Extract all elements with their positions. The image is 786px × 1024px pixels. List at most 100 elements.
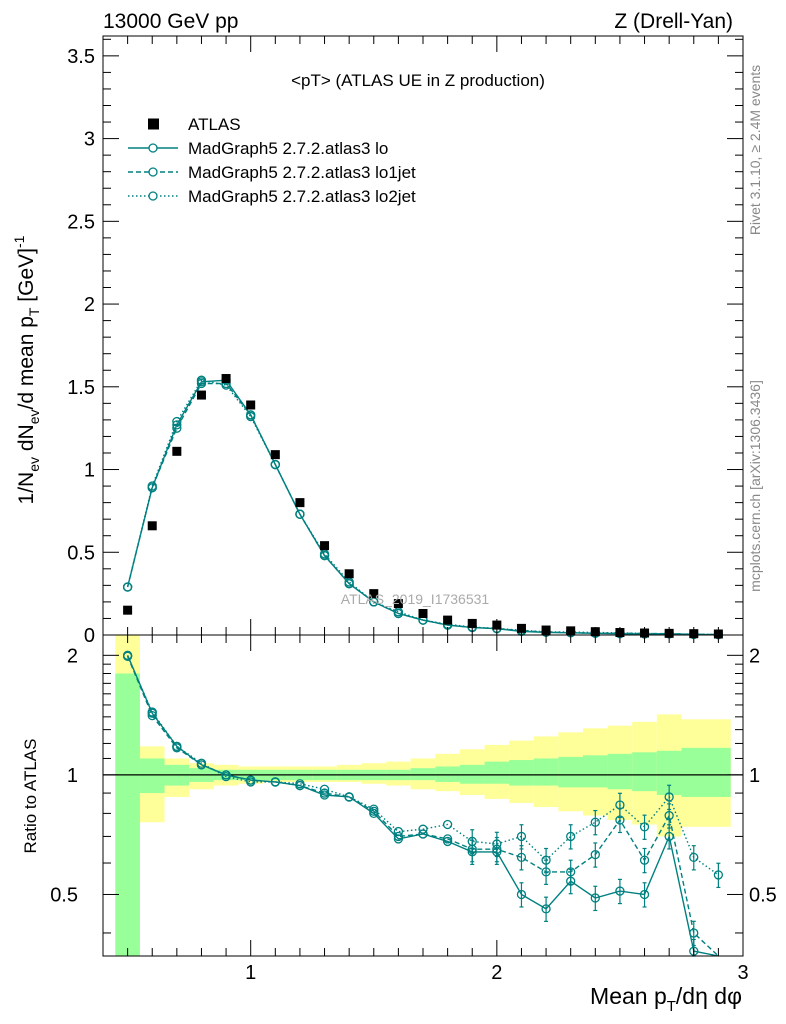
x-tick-label: 3 (737, 962, 748, 984)
y-tick-label-main: 3 (84, 129, 95, 151)
y-tick-label-main: 3.5 (67, 46, 95, 68)
mc-point-ratio (689, 928, 699, 938)
mc-point-ratio (516, 889, 527, 900)
data-point (196, 390, 206, 400)
legend-marker (148, 191, 158, 201)
mc-point-ratio (344, 792, 354, 802)
band-inner (509, 760, 534, 786)
data-point (270, 450, 280, 460)
mc-point-ratio (467, 836, 477, 847)
mc-point-main (172, 420, 182, 430)
y-tick-label-ratio-right: 2 (749, 645, 760, 667)
x-tick-label: 1 (245, 962, 256, 984)
y-axis-label-ratio: Ratio to ATLAS (21, 739, 40, 854)
mc-point-ratio (664, 810, 674, 821)
band-inner (632, 752, 657, 792)
mc-point-ratio (492, 839, 502, 849)
mc-point-ratio (664, 792, 674, 802)
mc-point-ratio (147, 707, 157, 717)
mc-point-ratio (196, 758, 207, 768)
y-tick-label-main: 2.5 (67, 211, 95, 233)
y-tick-label-ratio: 0.5 (50, 884, 78, 906)
y-tick-label-ratio-right: 0.5 (749, 884, 777, 906)
mc-point-ratio (615, 800, 625, 810)
mc-point-main (122, 582, 133, 592)
band-inner (484, 761, 510, 784)
ratio-plot-area (103, 635, 743, 957)
band-inner (533, 758, 559, 786)
mc-point-ratio (590, 893, 600, 903)
y-tick-label-ratio: 2 (67, 645, 78, 667)
mc-point-ratio (590, 817, 600, 827)
band-inner (681, 747, 731, 797)
y-tick-label-main: 1.5 (67, 377, 95, 399)
data-point (221, 374, 231, 384)
y-tick-label-main: 0 (84, 625, 95, 647)
mc-point-ratio (639, 855, 650, 865)
data-point (467, 618, 477, 628)
data-point (123, 605, 133, 615)
mcplots-side-text: mcplots.cern.ch [arXiv:1306.3436] (747, 380, 763, 592)
ratio-axes: 0.5 0.5 1 1 2 2 1 2 3 (50, 635, 777, 984)
header-right: Z (Drell-Yan) (614, 10, 733, 33)
band-inner (435, 766, 460, 782)
mc-point-ratio (442, 836, 453, 847)
y-tick-label-ratio-right: 1 (749, 765, 760, 787)
mc-point-ratio (541, 904, 551, 914)
data-point (443, 615, 453, 625)
x-tick-label: 2 (491, 962, 502, 984)
data-point (344, 569, 354, 579)
mc-point-ratio (713, 870, 724, 880)
band-inner (459, 764, 485, 784)
data-point (393, 599, 403, 609)
mc-point-main (246, 411, 256, 422)
mc-point-ratio (270, 777, 280, 787)
y-tick-label-main: 2 (84, 294, 95, 316)
mc-point-ratio (221, 771, 231, 782)
legend-marker (148, 143, 158, 153)
main-axes: 0 0.5 1 1.5 2 2.5 3 3.5 (67, 36, 744, 647)
mc-point-ratio (566, 831, 576, 842)
mc-point-ratio (639, 822, 650, 832)
plot-title: <pT> (ATLAS UE in Z production) (291, 71, 545, 90)
mc-line-main-2 (126, 382, 719, 636)
watermark: ATLAS_2019_I1736531 (341, 591, 490, 607)
band-inner (583, 755, 608, 788)
rivet-side-text: Rivet 3.1.10, ≥ 2.4M events (747, 65, 763, 235)
mc-point-main (172, 416, 182, 427)
mc-point-ratio (590, 849, 600, 860)
data-point (147, 521, 157, 531)
mc-point-ratio (393, 834, 404, 844)
mc-point-ratio (442, 819, 453, 830)
ratio-panel: 0.5 0.5 1 1 2 2 1 2 3 (50, 634, 777, 984)
mc-point-ratio (418, 824, 428, 834)
mc-point-ratio (615, 886, 625, 896)
mc-point-main (196, 375, 207, 385)
legend-marker (148, 167, 158, 177)
mc-point-main (147, 481, 157, 491)
mc-point-main (270, 459, 280, 470)
mc-point-ratio (122, 651, 133, 661)
band-inner (139, 758, 165, 794)
main-panel: 0 0.5 1 1.5 2 2.5 3 3.5 <pT> (ATLAS UE in Z pro… (67, 35, 744, 647)
legend-label: MadGraph5 2.7.2.atlas3 lo (188, 139, 388, 158)
legend-data-marker (148, 118, 159, 130)
legend-label: MadGraph5 2.7.2.atlas3 lo1jet (188, 163, 416, 182)
y-tick-label-ratio: 1 (67, 765, 78, 787)
mc-point-main (295, 509, 305, 519)
header-left: 13000 GeV pp (103, 10, 238, 33)
mc-point-ratio (295, 779, 305, 789)
band-inner (558, 756, 583, 788)
mc-point-ratio (689, 852, 699, 863)
legend-label: MadGraph5 2.7.2.atlas3 lo2jet (188, 187, 416, 206)
mc-point-main (172, 423, 182, 433)
svg-text:Mean pT/dη dφ: Mean pT/dη dφ (590, 983, 742, 1015)
mc-point-ratio (639, 889, 650, 900)
mc-point-ratio (418, 829, 428, 839)
data-point (418, 608, 428, 618)
mc-point-ratio (246, 777, 256, 787)
mc-point-ratio (541, 855, 551, 865)
mc-point-ratio (516, 852, 527, 863)
band-inner (115, 673, 140, 956)
